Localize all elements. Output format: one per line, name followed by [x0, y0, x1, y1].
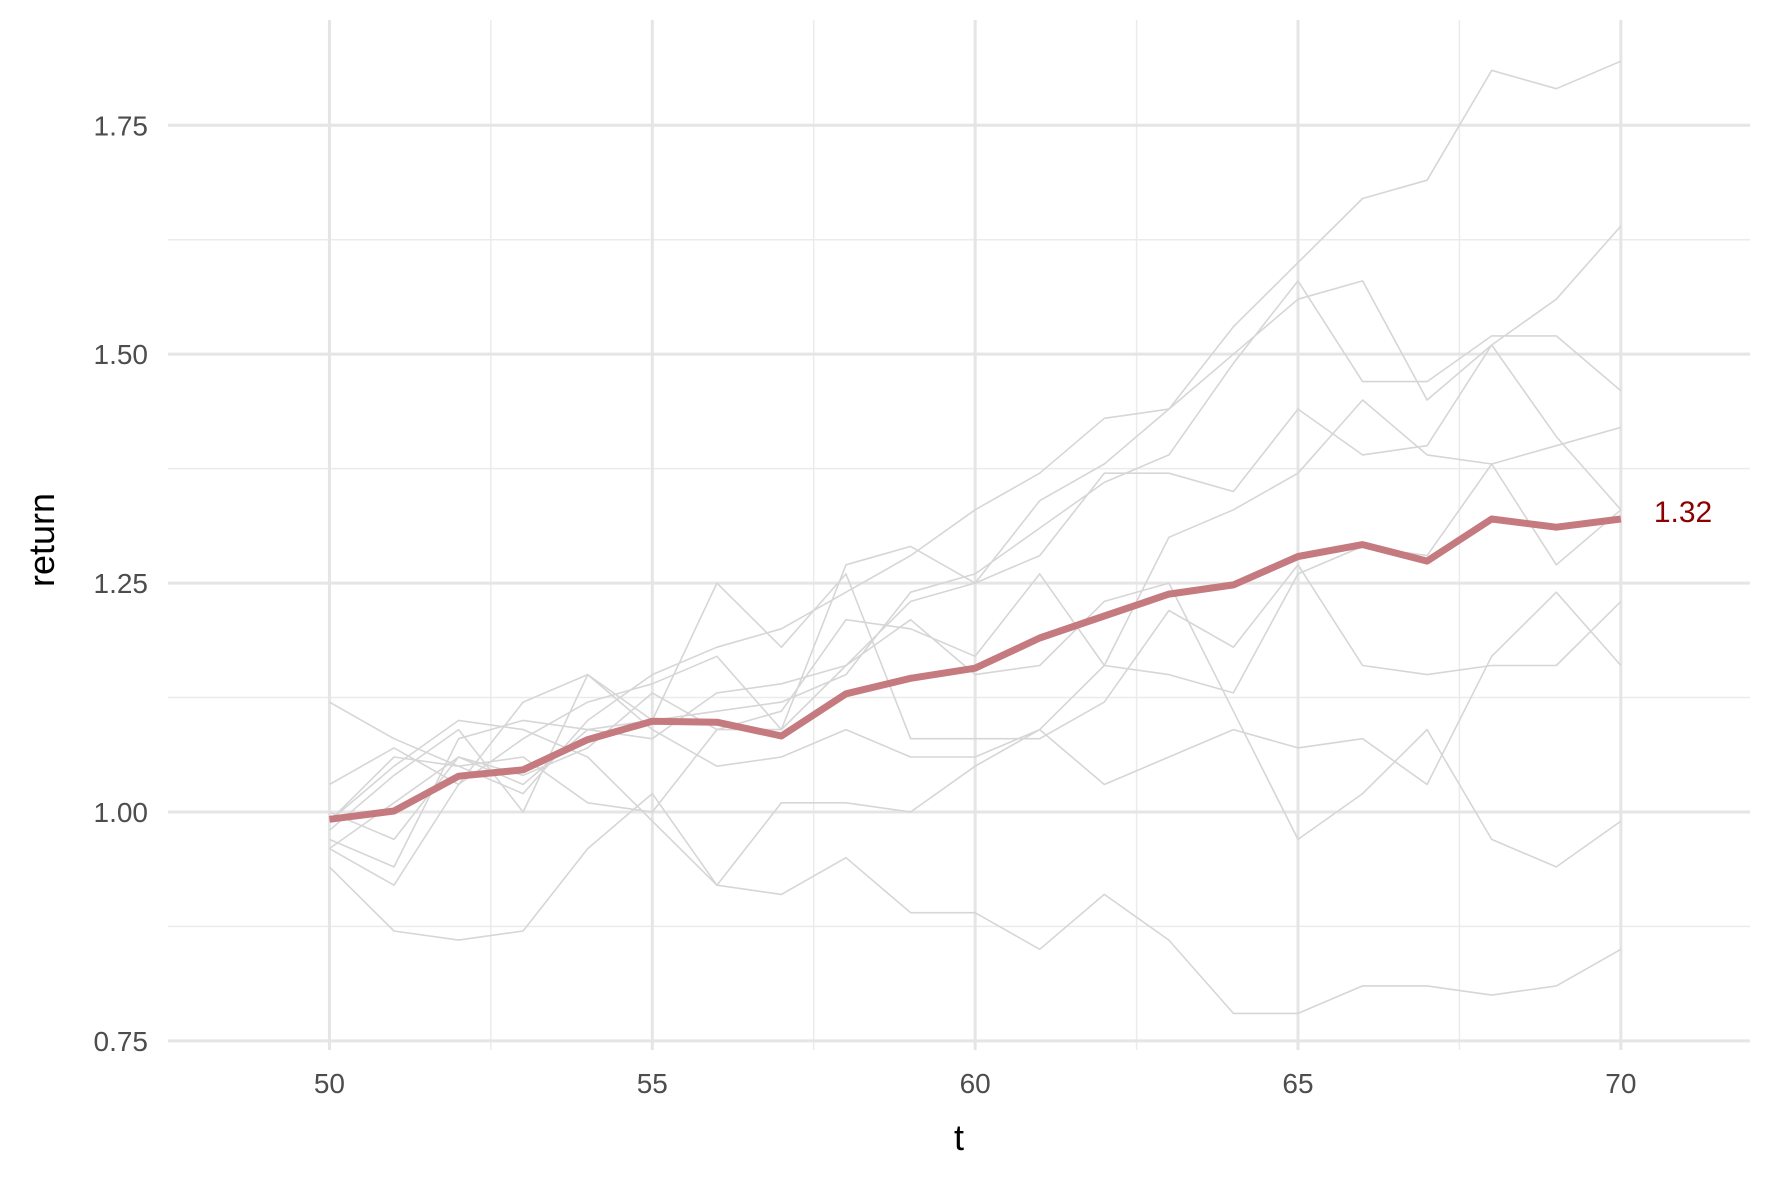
y-axis-title: return	[21, 493, 62, 587]
x-tick-label: 65	[1282, 1068, 1313, 1099]
major-gridlines	[168, 20, 1750, 1050]
x-tick-label: 55	[637, 1068, 668, 1099]
background-series-line-9	[329, 582, 1622, 868]
x-tick-label: 50	[314, 1068, 345, 1099]
background-series-group	[328, 60, 1622, 1015]
highlight-series-line	[328, 515, 1622, 823]
x-tick-label: 60	[960, 1068, 991, 1099]
background-series-line-5	[329, 399, 1622, 813]
minor-gridlines	[168, 20, 1750, 1050]
y-tick-label: 1.50	[94, 339, 149, 370]
y-axis-tick-labels: 0.75 1.00 1.25 1.50 1.75	[94, 110, 149, 1057]
y-tick-label: 1.25	[94, 568, 149, 599]
x-axis-title: t	[954, 1117, 964, 1158]
background-series-line-8	[329, 591, 1622, 887]
y-tick-label: 1.00	[94, 797, 149, 828]
background-series-line-10	[328, 719, 1622, 1015]
highlight-series-group	[328, 515, 1622, 823]
background-series-line-1	[328, 60, 1622, 822]
x-axis-tick-labels: 50 55 60 65 70	[314, 1068, 1637, 1099]
highlight-end-label: 1.32	[1654, 496, 1712, 529]
y-tick-label: 1.75	[94, 110, 149, 141]
x-tick-label: 70	[1605, 1068, 1636, 1099]
y-tick-label: 0.75	[94, 1026, 149, 1057]
background-series-line-7	[328, 563, 1622, 831]
